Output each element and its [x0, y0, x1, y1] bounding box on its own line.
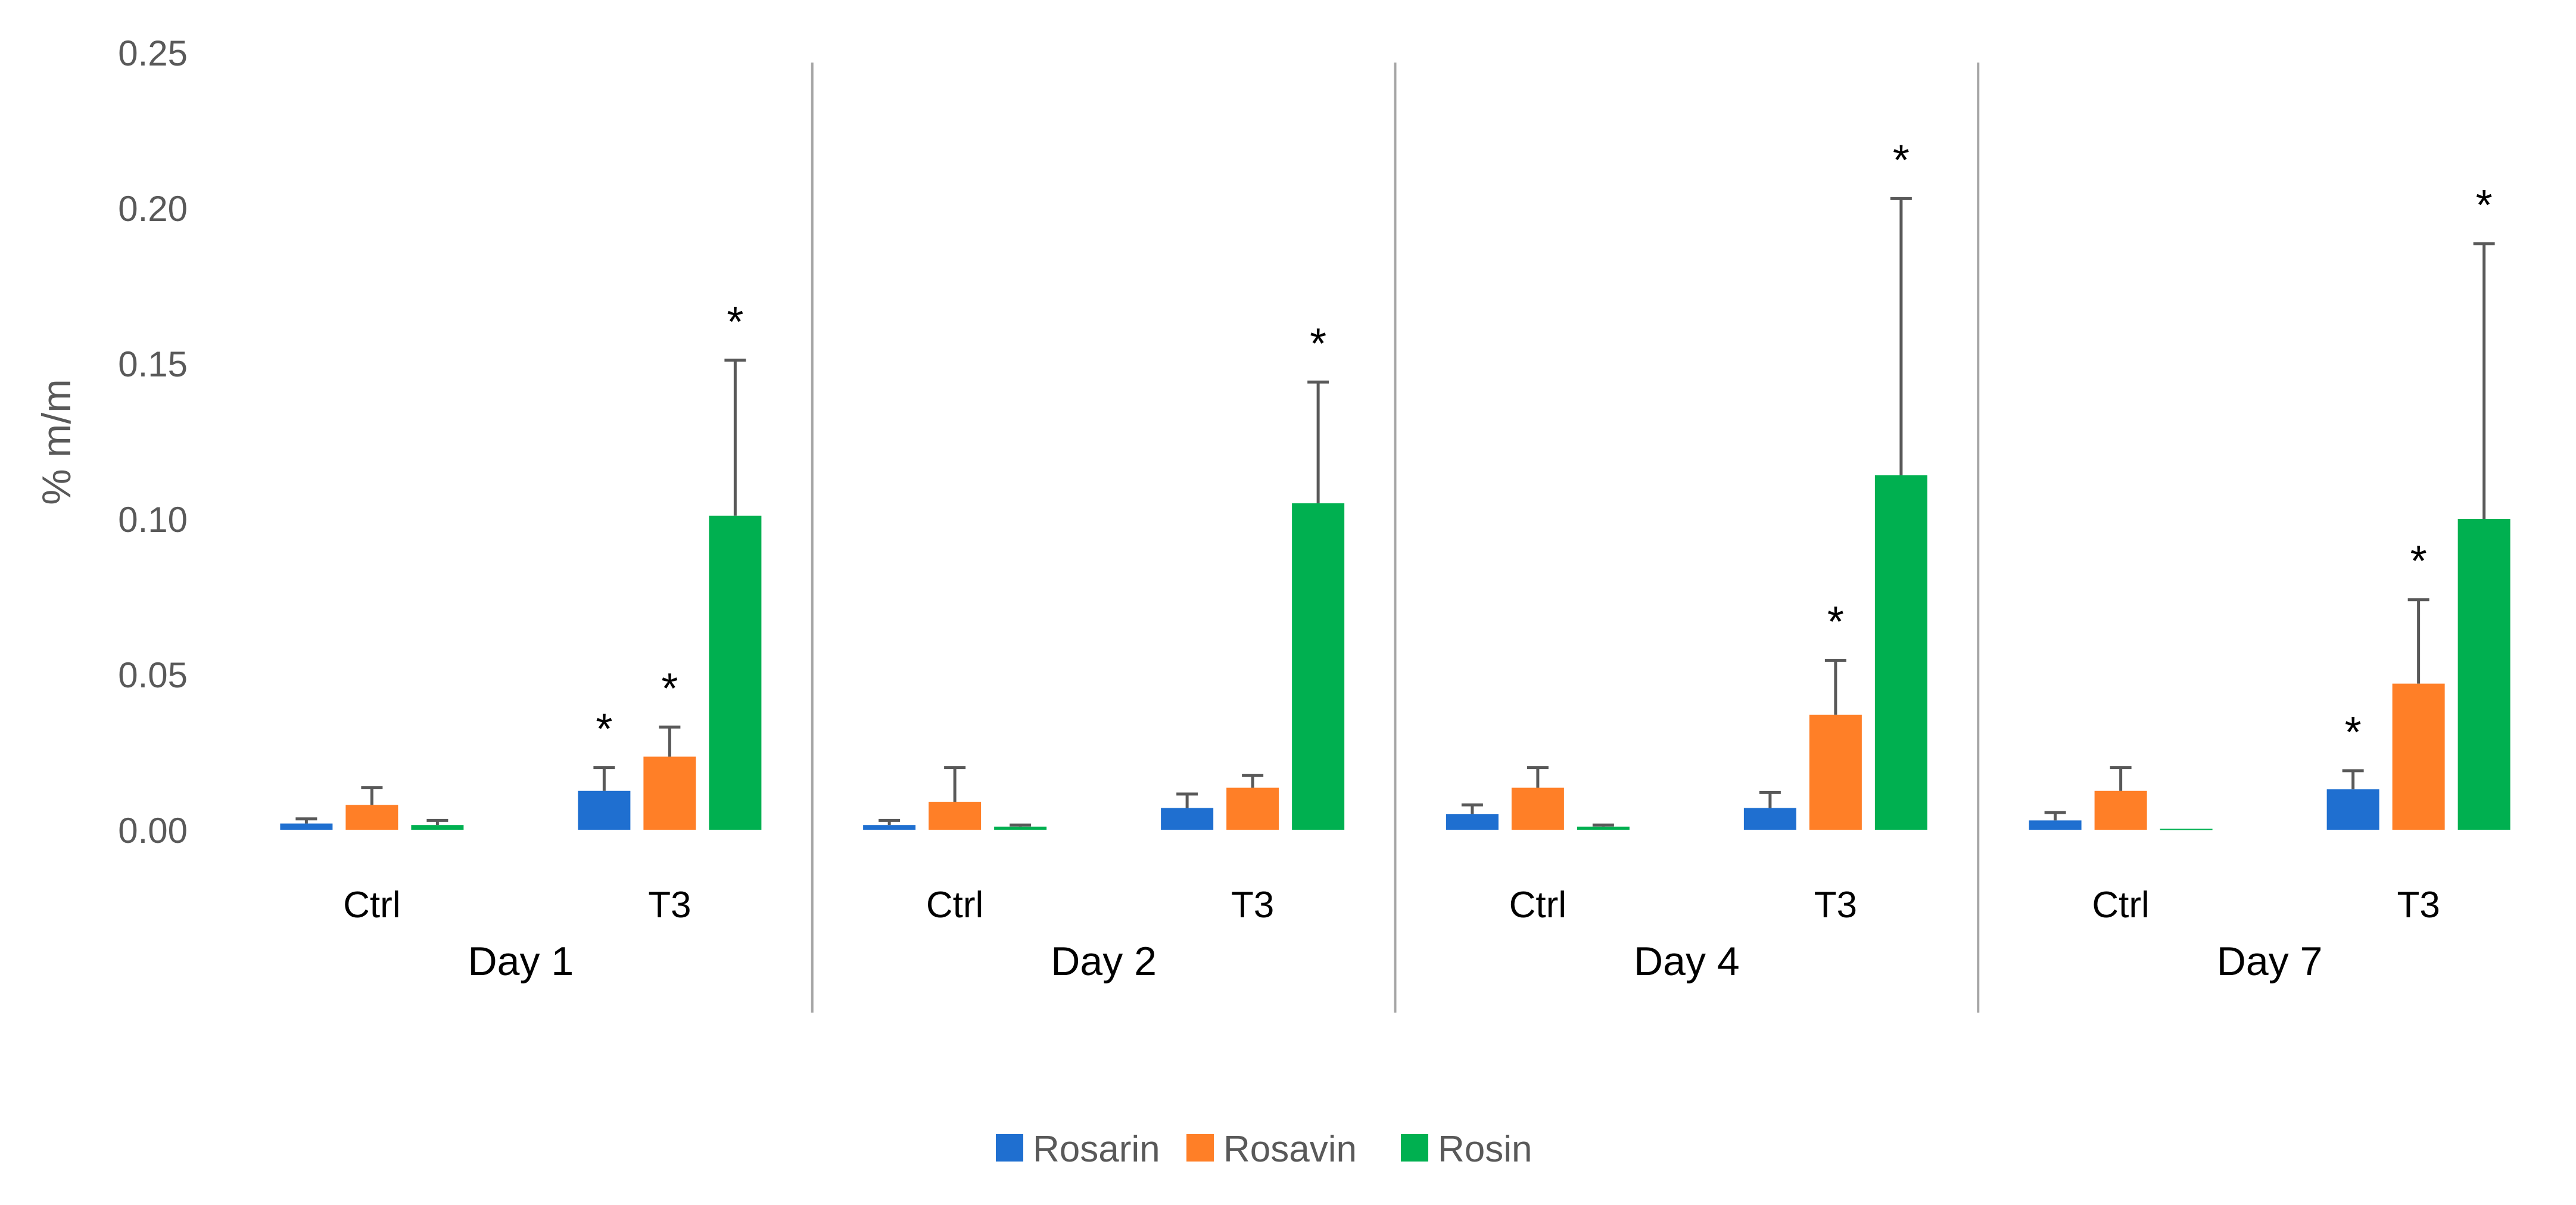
category-label: T3 — [1814, 885, 1857, 926]
y-tick-label: 0.15 — [118, 344, 188, 384]
category-label: Ctrl — [926, 885, 983, 926]
bar-rosin — [2457, 519, 2510, 830]
legend-label: Rosarin — [1033, 1129, 1160, 1170]
group-label: Day 1 — [468, 939, 574, 984]
bar-rosin — [709, 515, 762, 830]
significance-marker: * — [1893, 136, 1910, 184]
legend-label: Rosavin — [1223, 1129, 1357, 1170]
bar-rosarin — [1161, 808, 1214, 830]
legend-item-rosarin: Rosarin — [996, 1129, 1160, 1170]
group-label: Day 4 — [1634, 939, 1740, 984]
group-label: Day 2 — [1051, 939, 1157, 984]
bar-rosarin — [2029, 820, 2082, 830]
y-tick-label: 0.10 — [118, 500, 188, 540]
y-axis-title: % m/m — [34, 379, 79, 505]
legend-label: Rosin — [1438, 1129, 1532, 1170]
category-label: Ctrl — [1509, 885, 1566, 926]
bar-rosarin — [280, 823, 333, 830]
category-label: T3 — [2397, 885, 2440, 926]
significance-marker: * — [1827, 599, 1844, 646]
category-label: Ctrl — [2092, 885, 2149, 926]
bar-rosin — [994, 826, 1047, 830]
bar-rosarin — [1446, 814, 1499, 830]
bar-rosin — [1874, 475, 1927, 830]
group-label: Day 7 — [2217, 939, 2323, 984]
bar-rosavin — [345, 805, 398, 830]
bar-rosarin — [578, 790, 631, 830]
bar-rosin — [411, 825, 464, 830]
significance-marker: * — [2410, 538, 2427, 586]
bar-rosavin — [2094, 790, 2147, 830]
x-axis-labels: Ctrl T3 Day 1 Ctrl T3 Day 2 Ctrl T3 Day 4 Ctrl T3 D… — [343, 885, 2440, 984]
bar-rosavin — [643, 756, 696, 830]
bar-rosin — [1292, 503, 1345, 830]
bar-rosavin — [1511, 787, 1564, 830]
y-tick-label: 0.20 — [118, 189, 188, 229]
category-label: T3 — [648, 885, 691, 926]
bar-rosavin — [2392, 683, 2445, 830]
significance-marker: * — [1310, 320, 1326, 368]
y-tick-label: 0.25 — [118, 33, 188, 73]
bar-rosin — [1577, 826, 1630, 830]
bar-rosavin — [1226, 787, 1279, 830]
legend-swatch — [1186, 1134, 1214, 1162]
bar-rosarin — [2326, 789, 2379, 830]
bars: * * * * * * * * * — [280, 136, 2510, 830]
legend-item-rosin: Rosin — [1401, 1129, 1532, 1170]
legend: Rosarin Rosavin Rosin — [996, 1129, 1532, 1170]
group-separators — [811, 63, 1980, 1013]
significance-marker: * — [661, 665, 678, 713]
bar-rosarin — [863, 825, 916, 830]
y-tick-label: 0.00 — [118, 811, 188, 851]
y-tick-label: 0.05 — [118, 655, 188, 695]
significance-marker: * — [596, 706, 612, 753]
bar-rosarin — [1743, 808, 1796, 830]
legend-swatch — [996, 1134, 1023, 1162]
legend-item-rosavin: Rosavin — [1186, 1129, 1357, 1170]
category-label: T3 — [1231, 885, 1274, 926]
category-label: Ctrl — [343, 885, 400, 926]
bar-rosavin — [929, 802, 982, 830]
significance-marker: * — [2476, 182, 2493, 229]
bar-rosavin — [1809, 714, 1862, 830]
significance-marker: * — [2345, 709, 2362, 756]
bar-rosin — [2160, 829, 2213, 830]
significance-marker: * — [727, 298, 743, 346]
y-axis: 0.00 0.05 0.10 0.15 0.20 0.25 — [118, 33, 188, 851]
legend-swatch — [1401, 1134, 1428, 1162]
